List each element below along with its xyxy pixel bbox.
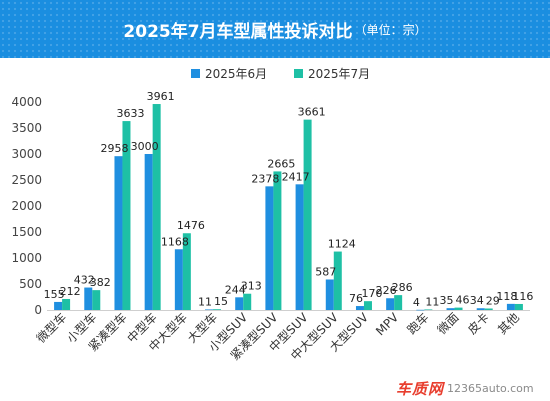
bar-2025年7月-其他 (514, 303, 523, 310)
bar-2025年6月-紧凑型车 (114, 156, 123, 310)
x-tick-label: 微面 (435, 310, 462, 337)
value-label: 118 (496, 290, 517, 303)
value-label: 313 (241, 280, 262, 293)
bar-2025年7月-中型车 (152, 104, 161, 310)
value-label: 46 (456, 294, 470, 307)
bar-2025年7月-跑车 (424, 309, 433, 311)
y-axis: 0 500 1000 1500 2000 2500 3000 3500 4000 (11, 95, 530, 317)
value-label: 76 (349, 292, 363, 305)
value-label: 11 (425, 295, 439, 308)
legend-swatch (191, 69, 200, 78)
bar-2025年6月-其他 (506, 303, 515, 310)
bar-2025年6月-中大型车 (174, 249, 183, 310)
value-label: 11 (198, 295, 212, 308)
watermark-site: 12365auto.com (447, 381, 534, 395)
x-tick-label: 其他 (495, 310, 522, 337)
value-label: 286 (392, 281, 413, 294)
bar-2025年6月-皮卡 (476, 308, 485, 310)
value-label: 35 (440, 294, 454, 307)
bar-series (54, 104, 523, 311)
bar-2025年7月-中大型车 (182, 233, 191, 310)
x-tick-label: 皮卡 (465, 310, 492, 337)
bar-2025年7月-紧凑型suv (273, 171, 282, 310)
y-tick-label: 2500 (11, 173, 42, 187)
value-label: 244 (225, 283, 246, 296)
title-bar: 2025年7月车型属性投诉对比 （单位：宗） (0, 0, 550, 58)
value-label: 4 (413, 296, 420, 309)
bar-2025年6月-mpv (386, 298, 395, 310)
bar-2025年6月-微面 (446, 308, 455, 310)
y-tick-label: 1000 (11, 251, 42, 265)
legend-swatch (294, 69, 303, 78)
value-label: 170 (361, 287, 382, 300)
bar-2025年7月-小型车 (92, 290, 101, 310)
bar-2025年7月-大型车 (213, 309, 222, 310)
y-tick-label: 3000 (11, 147, 42, 161)
value-label: 155 (44, 288, 65, 301)
y-tick-label: 500 (19, 277, 42, 291)
value-label: 3000 (131, 140, 159, 153)
value-label: 2417 (282, 170, 310, 183)
bar-2025年7月-中型suv (303, 119, 312, 311)
value-label: 432 (74, 274, 95, 287)
x-axis: 微型车小型车紧凑型车中型车中大型车大型车小型SUV紧凑型SUV中型SUV中大型S… (33, 309, 522, 363)
bar-2025年6月-微型车 (54, 301, 63, 310)
bar-2025年7月-大型suv (363, 301, 372, 310)
bar-2025年6月-中型车 (144, 154, 153, 310)
value-label: 1124 (328, 238, 356, 251)
bar-2025年6月-小型车 (84, 287, 93, 310)
watermark: 车质网 12365auto.com (396, 378, 534, 398)
chart-legend: 2025年6月 2025年7月 (191, 67, 370, 81)
value-label: 15 (214, 295, 228, 308)
bar-2025年6月-中型suv (295, 184, 304, 310)
value-label: 382 (90, 276, 111, 289)
value-label: 116 (512, 290, 533, 303)
x-tick-label: 跑车 (404, 310, 432, 338)
bar-2025年6月-中大型suv (325, 279, 334, 310)
value-label: 34 (470, 294, 484, 307)
value-label: 212 (60, 285, 81, 298)
bar-chart: 2025年6月 2025年7月 0 500 1000 1500 2000 2500 3000 3… (11, 67, 534, 363)
bar-2025年6月-大型suv (355, 306, 364, 310)
y-tick-label: 1500 (11, 225, 42, 239)
y-tick-label: 3500 (11, 121, 42, 135)
value-label: 3633 (116, 107, 144, 120)
chart-title: 2025年7月车型属性投诉对比 (123, 21, 353, 42)
x-tick-label: MPV (373, 310, 402, 339)
bar-2025年6月-小型suv (235, 297, 244, 310)
value-label: 2665 (267, 157, 295, 170)
value-label: 1476 (177, 219, 205, 232)
bar-2025年7月-紧凑型车 (122, 121, 131, 310)
bar-2025年6月-跑车 (416, 309, 425, 311)
value-label: 3661 (298, 106, 326, 119)
bar-2025年6月-紧凑型suv (265, 186, 274, 310)
value-label: 2958 (100, 142, 128, 155)
y-tick-label: 2000 (11, 199, 42, 213)
bar-2025年7月-微面 (454, 307, 463, 310)
title-banner (0, 0, 550, 58)
y-tick-label: 0 (34, 303, 42, 317)
y-tick-label: 4000 (11, 95, 42, 109)
legend-label: 2025年7月 (308, 67, 370, 81)
value-label: 3961 (147, 90, 175, 103)
chart-unit: （单位：宗） (354, 22, 427, 37)
bar-2025年7月-小型suv (243, 293, 252, 310)
legend-label: 2025年6月 (205, 67, 267, 81)
value-label: 587 (315, 265, 336, 278)
bar-2025年7月-微型车 (62, 298, 71, 310)
watermark-logo: 车质网 (396, 379, 445, 398)
value-label: 29 (486, 294, 500, 307)
bar-2025年7月-mpv (394, 295, 403, 310)
bar-2025年7月-中大型suv (333, 251, 342, 310)
value-label: 1168 (161, 235, 189, 248)
bar-2025年7月-皮卡 (484, 308, 493, 310)
bar-2025年6月-大型车 (205, 309, 214, 311)
value-label: 226 (376, 284, 397, 297)
value-label: 2378 (251, 172, 279, 185)
